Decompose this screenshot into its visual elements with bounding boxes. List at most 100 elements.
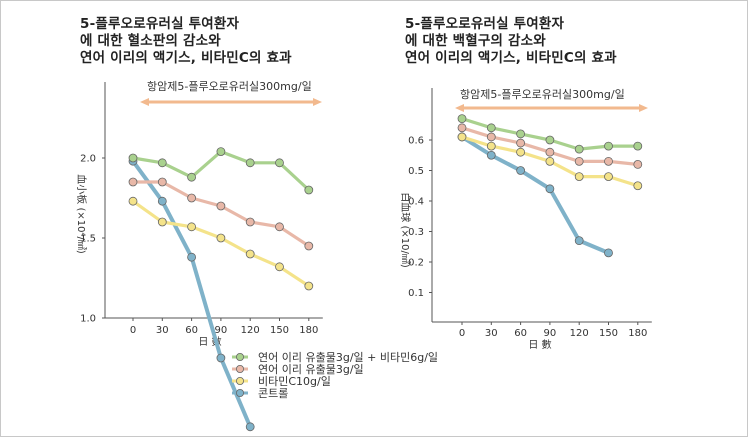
left-x-tick-label: 30	[156, 325, 169, 336]
right-series-2-point	[633, 181, 643, 191]
right-x-tick-label: 120	[570, 328, 589, 339]
right-x-axis-label: 日 數	[528, 338, 551, 351]
right-title-line1: 5-플루오로유러실 투여환자	[405, 16, 565, 32]
left-treatment-note: 항암제5-플루오로유러실300mg/일	[147, 80, 312, 93]
left-x-tick-label: 60	[185, 325, 198, 336]
right-y-tick-label: 0.5	[408, 166, 424, 177]
left-series-2-point	[304, 281, 314, 291]
right-series-0-point	[633, 141, 643, 151]
left-series-1-point	[304, 241, 314, 251]
legend-swatch-marker	[235, 352, 244, 361]
right-series-2-point	[574, 172, 584, 182]
right-series-1-point	[545, 147, 555, 157]
right-series-1-point	[516, 138, 525, 148]
right-series-3-point	[604, 248, 613, 258]
left-series-3-point	[157, 196, 167, 206]
right-series-2-point	[457, 132, 467, 142]
left-x-tick-label: 180	[299, 325, 318, 336]
left-series-1-point	[128, 177, 138, 187]
legend-label: 연어 이리 유출물3g/일 + 비타민6g/일	[258, 350, 438, 364]
right-series-1-point	[633, 159, 643, 169]
left-series-2-point	[187, 222, 197, 232]
right-y-tick-label: 0.1	[408, 288, 424, 299]
left-series-line-2	[131, 199, 311, 288]
right-series-1-point	[574, 156, 584, 166]
right-series-0-point	[604, 141, 613, 151]
left-series-2-point	[128, 196, 138, 206]
left-title-line2: 에 대한 혈소판의 감소와	[80, 33, 221, 49]
left-treatment-arrow-right-head	[313, 98, 322, 106]
right-y-tick-label: 0.3	[408, 227, 424, 238]
left-treatment-arrow-left-head	[140, 98, 149, 106]
right-x-tick-label: 60	[514, 328, 527, 339]
right-series-0-point	[486, 123, 496, 133]
right-treatment-arrow-left-head	[455, 104, 464, 112]
right-series-0-point	[516, 129, 525, 139]
left-series-2-point	[157, 217, 167, 227]
right-series-3-point	[574, 236, 584, 246]
left-series-0-point	[187, 172, 197, 182]
right-x-tick-label: 30	[485, 328, 498, 339]
right-series-0-point	[545, 135, 555, 145]
legend-label: 콘트롤	[258, 387, 288, 400]
left-x-tick-label: 90	[215, 325, 228, 336]
right-series-2-point	[516, 147, 525, 157]
left-series-2-point	[216, 233, 226, 243]
left-series-2-point	[275, 262, 284, 272]
left-series-1-point	[187, 193, 197, 203]
legend: 연어 이리 유출물3g/일 + 비타민6g/일연어 이리 유출물3g/일비타민C…	[232, 350, 438, 400]
legend-label: 비타민C10g/일	[258, 374, 331, 388]
left-x-tick-label: 120	[241, 325, 260, 336]
right-series-3-point	[545, 184, 555, 194]
right-series-0-point	[457, 114, 467, 124]
right-series-2-point	[545, 156, 555, 166]
right-treatment-arrow-right-head	[639, 104, 648, 112]
left-series-0-point	[245, 158, 255, 168]
right-series-1-point	[604, 156, 613, 166]
left-title-line3: 연어 이리의 액기스, 비타민C의 효과	[80, 50, 292, 66]
legend-swatch-marker	[235, 364, 244, 373]
right-y-tick-label: 0.2	[408, 258, 424, 269]
legend-swatch-marker	[235, 388, 244, 397]
right-series-1-point	[486, 132, 496, 142]
right-series-2-point	[604, 172, 613, 182]
left-series-3-point	[187, 252, 197, 262]
left-series-3-point	[245, 422, 255, 432]
right-series-1-point	[457, 123, 467, 133]
legend-label: 연어 이리 유출물3g/일	[258, 362, 364, 376]
right-series-3-point	[486, 150, 496, 160]
right-series-line-3	[460, 134, 611, 255]
legend-swatch-marker	[235, 376, 244, 385]
left-y-tick-label: 1.0	[80, 314, 96, 325]
right-title-line3: 연어 이리의 액기스, 비타민C의 효과	[405, 50, 617, 66]
right-y-axis-label: 白血球 (×10/㎣)	[399, 192, 412, 268]
left-series-0-point	[157, 158, 167, 168]
left-x-tick-label: 150	[270, 325, 289, 336]
left-series-0-point	[128, 153, 138, 163]
right-y-tick-label: 0.4	[408, 197, 424, 208]
right-title-line2: 에 대한 백혈구의 감소와	[405, 33, 546, 49]
left-series-1-point	[157, 177, 167, 187]
right-x-tick-label: 90	[544, 328, 557, 339]
left-series-1-point	[275, 222, 284, 232]
left-y-tick-label: 2.0	[80, 154, 96, 165]
right-treatment-note: 항암제5-플루오로유러실300mg/일	[460, 88, 625, 101]
left-x-tick-label: 0	[130, 325, 136, 336]
right-series-2-point	[486, 141, 496, 151]
left-title-line1: 5-플루오로유러실 투여환자	[80, 16, 240, 32]
right-x-tick-label: 150	[599, 328, 618, 339]
right-y-tick-label: 0.6	[408, 136, 424, 147]
right-x-tick-label: 180	[628, 328, 647, 339]
left-series-1-point	[216, 201, 226, 211]
left-series-0-point	[275, 158, 284, 168]
left-y-tick-label: 1.5	[80, 234, 96, 245]
left-series-3-point	[216, 353, 226, 363]
right-series-0-point	[574, 144, 584, 154]
right-series-3-point	[516, 166, 525, 175]
left-y-axis-label: 血小板 (×10⁴/㎣)	[75, 174, 88, 254]
left-series-2-point	[245, 249, 255, 259]
left-series-1-point	[245, 217, 255, 227]
